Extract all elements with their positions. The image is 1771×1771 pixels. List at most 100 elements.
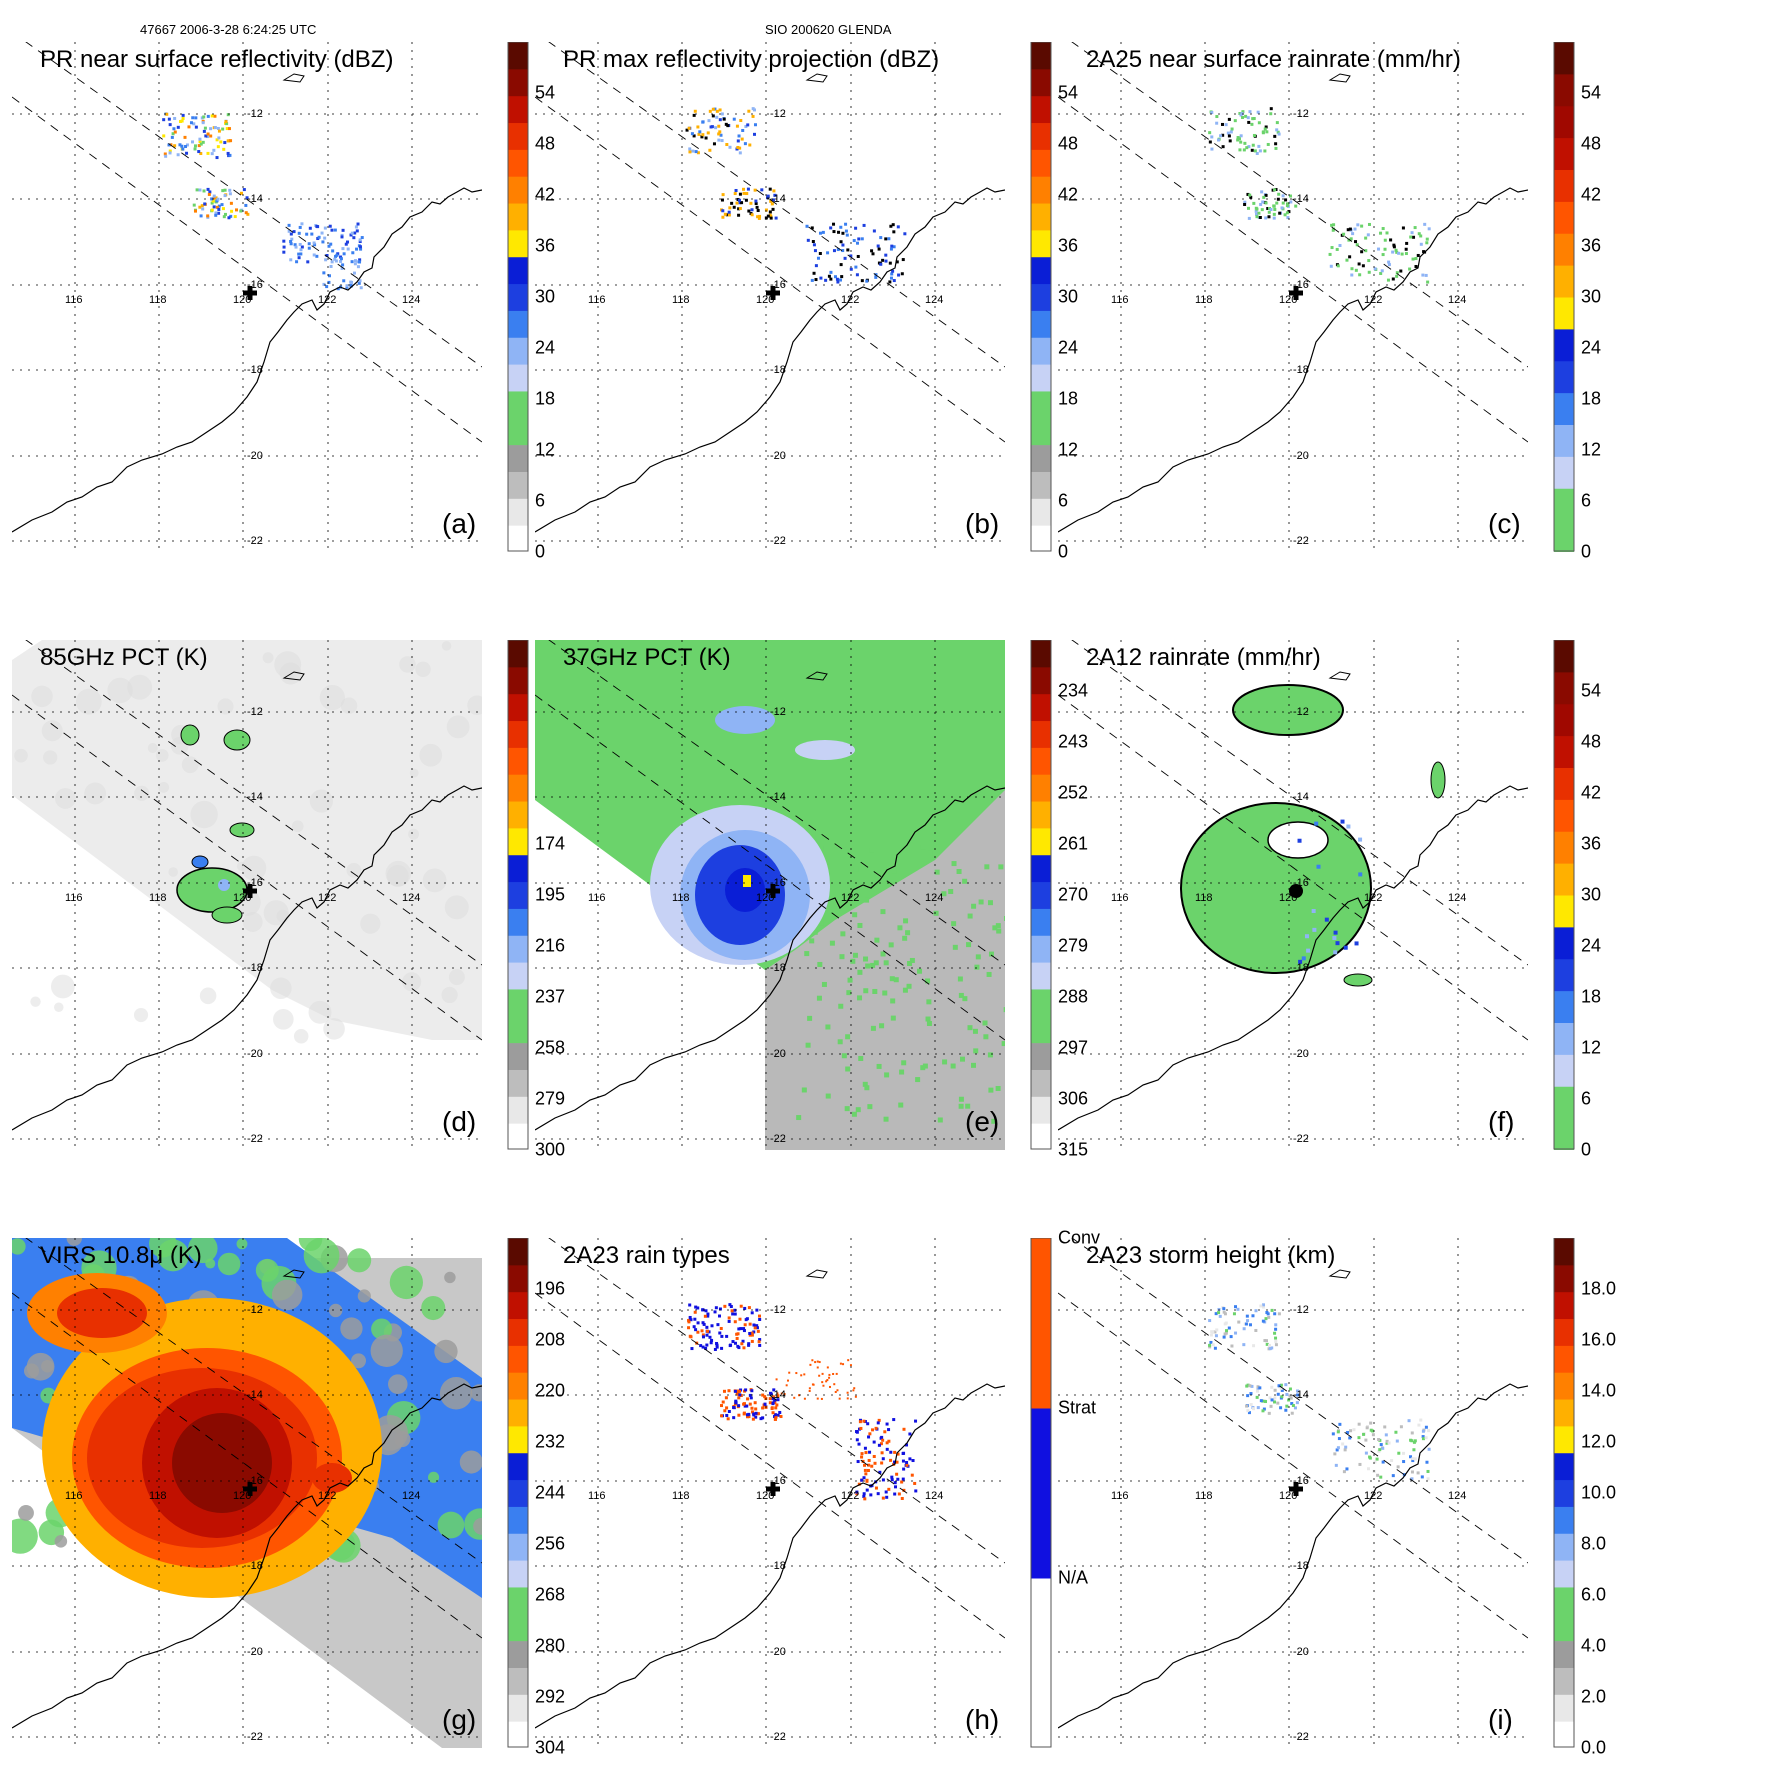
lat-label: -14 [1293, 193, 1309, 205]
panel-title: 2A12 rainrate (mm/hr) [1086, 644, 1321, 671]
colorbar-tick-label: 0 [1581, 1139, 1592, 1160]
colorbar-segment [1554, 863, 1574, 896]
lat-label: -20 [1293, 1646, 1309, 1658]
lon-label: 124 [925, 1490, 943, 1502]
colorbar [1030, 41, 1054, 553]
colorbar-segment [1031, 229, 1051, 258]
lon-label: 118 [149, 1490, 167, 1502]
panel-letter-label: (h) [965, 1704, 1000, 1735]
colorbar-segment [1031, 747, 1051, 775]
colorbar-segment [508, 1399, 528, 1427]
swath-edge-right [25, 640, 482, 966]
colorbar-segment [508, 525, 528, 553]
lat-label: -20 [770, 1048, 786, 1060]
colorbar-segment [508, 801, 528, 829]
colorbar-segment [1554, 73, 1574, 107]
lon-label: 116 [65, 1490, 83, 1502]
colorbar-segment [508, 337, 528, 365]
lat-label: -16 [247, 1475, 263, 1487]
map-g: 116118120122124126-12-14-16-18-20-22 [12, 1238, 482, 1748]
colorbar [507, 1237, 531, 1749]
colorbar-segment [508, 1318, 528, 1346]
colorbar-segment [1031, 390, 1051, 419]
colorbar-segment [1031, 774, 1051, 802]
lat-label: -22 [1293, 1731, 1309, 1743]
colorbar-segment [508, 854, 528, 883]
colorbar-segment [508, 640, 528, 668]
storm-center-marker [243, 1482, 257, 1496]
colorbar-tick-label: 16.0 [1581, 1329, 1617, 1350]
lat-label: -22 [770, 1133, 786, 1145]
colorbar-segment [508, 1264, 528, 1293]
colorbar-tick-label: 288 [1058, 986, 1089, 1007]
colorbar-segment [1031, 310, 1051, 338]
colorbar-tick-label: 237 [535, 986, 566, 1007]
colorbar-segment [508, 203, 528, 231]
colorbar-segment [508, 471, 528, 499]
lat-label: -16 [1293, 1475, 1309, 1487]
colorbar-segment [508, 68, 528, 97]
lon-label: 116 [1111, 1490, 1129, 1502]
header-storm-name: SIO 200620 GLENDA [765, 22, 892, 37]
colorbar-segment [1554, 1425, 1574, 1454]
colorbar-tick-label: 300 [535, 1139, 566, 1160]
colorbar-segment [508, 988, 528, 1017]
colorbar-segment [1554, 1291, 1574, 1320]
colorbar-segment [1554, 1086, 1574, 1119]
colorbar-segment [1554, 488, 1574, 521]
colorbar-tick-label: 18 [1058, 388, 1079, 409]
coastline [535, 785, 1005, 1131]
colorbar-tick-label: 18 [1581, 388, 1602, 409]
colorbar-segment [1031, 1015, 1051, 1044]
colorbar-tick-label: 6 [1581, 490, 1592, 511]
lon-label: 118 [149, 892, 167, 904]
colorbar-segment [1554, 1479, 1574, 1507]
lon-label: 120 [233, 1490, 251, 1502]
colorbar-segment [1554, 265, 1574, 298]
colorbar-tick-label: 216 [535, 935, 566, 956]
panel-letter-label: (a) [442, 508, 477, 539]
lat-label: -14 [1293, 791, 1309, 803]
swath-edge-left [12, 96, 482, 443]
lon-label: 116 [1111, 294, 1129, 306]
coastline [1058, 187, 1528, 533]
colorbar-segment [508, 1042, 528, 1070]
colorbar-segment [1554, 767, 1574, 800]
colorbar-tick-label: 243 [1058, 731, 1089, 752]
lon-label: 124 [1448, 294, 1466, 306]
colorbar-segment [508, 908, 528, 936]
colorbar-segment [508, 774, 528, 802]
colorbar-tick-label: 54 [1581, 680, 1602, 701]
colorbar-segment [508, 122, 528, 150]
colorbar-segment [508, 1667, 528, 1695]
panel-title: 37GHz PCT (K) [563, 644, 731, 671]
lat-label: -16 [770, 877, 786, 889]
lat-label: -22 [770, 1731, 786, 1743]
colorbar-segment [1554, 1022, 1574, 1055]
lat-label: -22 [247, 1731, 263, 1743]
colorbar-tick-label: 30 [535, 286, 556, 307]
colorbar [507, 639, 531, 1151]
colorbar-segment [1031, 498, 1051, 526]
lon-label: 120 [1279, 892, 1297, 904]
colorbar-tick-label: 2.0 [1581, 1686, 1607, 1707]
colorbar-segment [1554, 799, 1574, 832]
lat-label: -20 [1293, 1048, 1309, 1060]
panel-title: PR max reflectivity projection (dBZ) [563, 46, 940, 73]
colorbar [1030, 1237, 1054, 1749]
lat-label: -22 [247, 1133, 263, 1145]
map-f: 116118120122124126-12-14-16-18-20-22 [1058, 640, 1528, 1150]
colorbar [1553, 1237, 1577, 1749]
swath-edge-right [25, 1238, 482, 1564]
lat-label: -14 [247, 1389, 263, 1401]
colorbar [507, 41, 531, 553]
colorbar-tick-label: 54 [535, 82, 556, 103]
panel-i: 116118120122124126-12-14-16-18-20-222A23… [1058, 1237, 1616, 1768]
colorbar-segment [508, 498, 528, 526]
colorbar-tick-label: 280 [535, 1635, 566, 1656]
colorbar-tick-label: 30 [1581, 286, 1602, 307]
panel-letter-label: (c) [1488, 508, 1521, 539]
lon-label: 122 [841, 892, 859, 904]
colorbar-segment [1031, 908, 1051, 936]
colorbar-segment [1554, 392, 1574, 425]
